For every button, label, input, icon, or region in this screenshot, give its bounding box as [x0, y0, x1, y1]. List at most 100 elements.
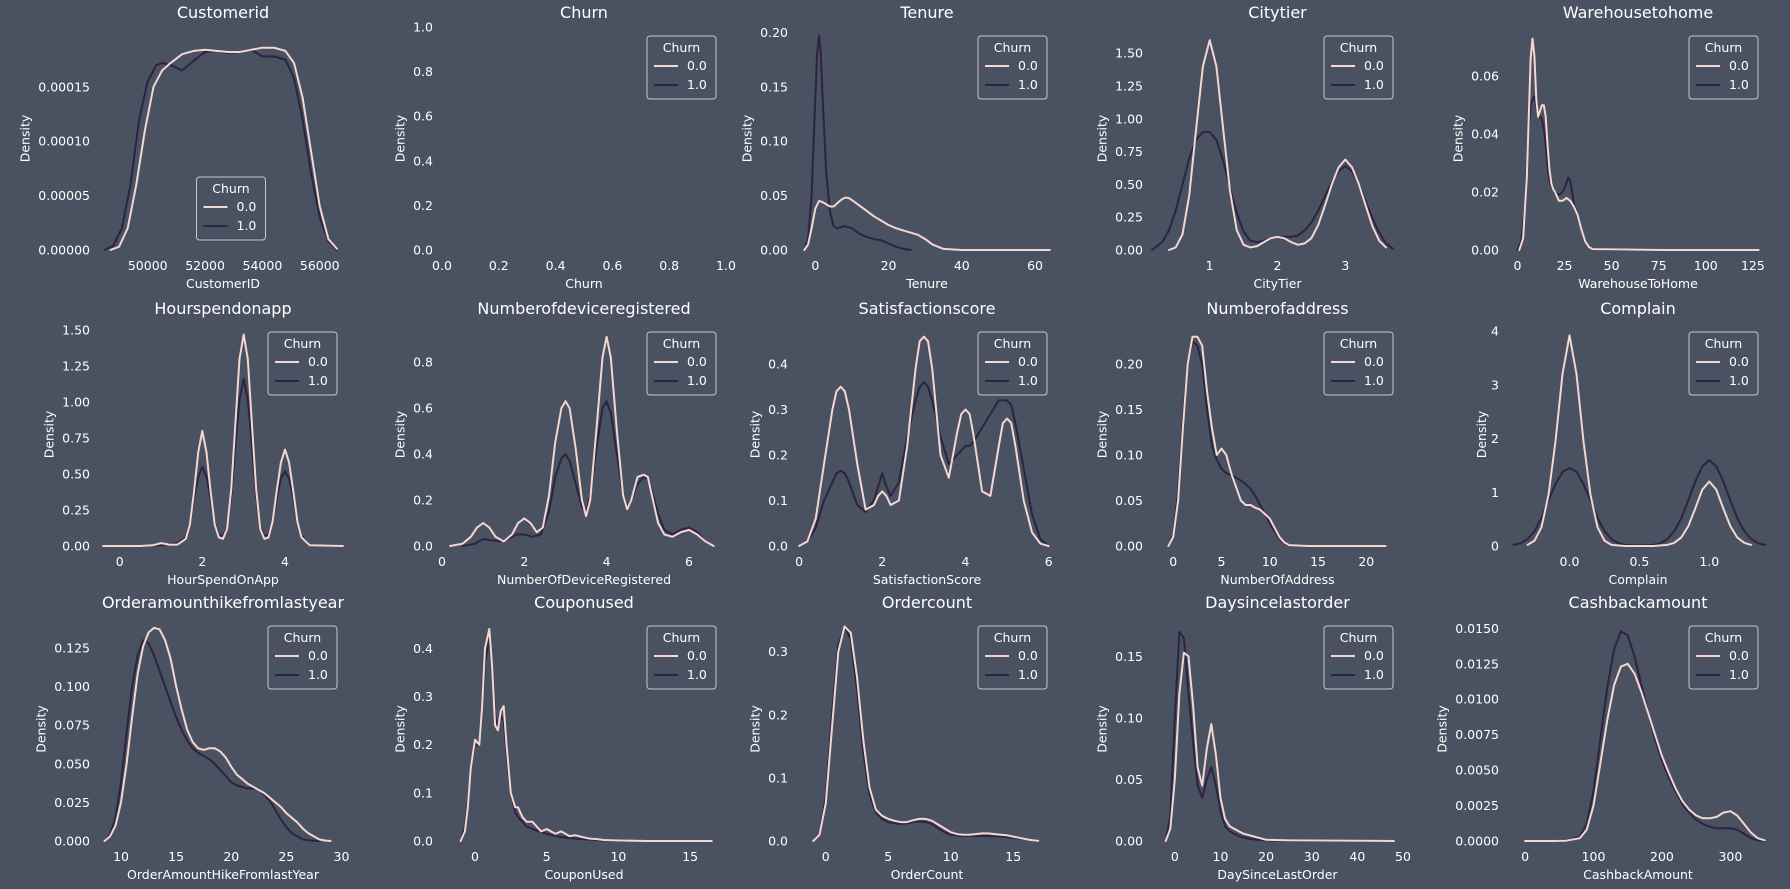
series-line-1-0: [1151, 130, 1394, 251]
y-tick-label: 1.25: [1115, 79, 1143, 94]
legend-entry: 1.0: [1364, 667, 1384, 682]
series-line-1-0: [459, 637, 627, 842]
y-tick-label: 0.8: [413, 64, 433, 79]
legend: Churn 0.0 1.0: [646, 331, 717, 396]
subplot-title: Daysincelastorder: [1205, 593, 1350, 612]
subplot-title: Tenure: [899, 3, 953, 22]
subplot-citytier: Citytier 1 2 3 0.00 0.25 0.50 0.75 1.00 1.25 1.50 C…: [1094, 3, 1394, 291]
x-tick-label: 5: [543, 849, 551, 864]
legend-frame: [1323, 331, 1394, 396]
y-axis-label: Density: [18, 114, 33, 162]
legend-entry: 1.0: [237, 218, 257, 233]
x-tick-label: 100: [1582, 849, 1606, 864]
x-axis-label: CustomerID: [186, 276, 260, 291]
legend-title: Churn: [663, 336, 700, 351]
y-tick-label: 2: [1491, 431, 1499, 446]
subplot-title: Hourspendonapp: [154, 299, 291, 318]
x-tick-label: 6: [685, 554, 693, 569]
series-line-0-0: [798, 335, 1050, 547]
series-line-0-0: [1168, 39, 1387, 251]
legend-entry: 0.0: [1729, 354, 1749, 369]
y-tick-label: 0.4: [413, 447, 433, 462]
legend-frame: [977, 35, 1048, 100]
x-tick-label: 20: [881, 258, 897, 273]
legend-title: Churn: [284, 336, 321, 351]
x-tick-label: 10: [1262, 554, 1278, 569]
legend-frame: [977, 331, 1048, 396]
x-tick-label: 10: [610, 849, 626, 864]
y-tick-label: 0.00010: [38, 134, 90, 149]
series-line-1-0: [103, 639, 321, 842]
x-tick-label: 20: [223, 849, 239, 864]
x-tick-label: 0.0: [1560, 554, 1580, 569]
legend-entry: 0.0: [1364, 354, 1384, 369]
x-tick-label: 30: [1304, 849, 1320, 864]
x-tick-label: 5: [1218, 554, 1226, 569]
series-line-1-0: [102, 378, 344, 547]
y-tick-label: 0.2: [413, 198, 433, 213]
legend: Churn 0.0 1.0: [1688, 625, 1759, 690]
series-line-0-0: [102, 333, 344, 547]
subplot-orderamounthikefromlastyear: Orderamounthikefromlastyear 10 15 20 25 30 0.0…: [34, 593, 350, 882]
series-line-0-0: [459, 628, 713, 842]
x-axis-label: CityTier: [1253, 276, 1302, 291]
y-tick-label: 0.1: [413, 785, 433, 800]
y-tick-label: 4: [1491, 324, 1499, 339]
x-axis-label: SatisfactionScore: [873, 572, 982, 587]
subplot-ordercount: Ordercount 0 5 10 15 0.0 0.1 0.2 0.3 OrderCount De…: [747, 593, 1048, 882]
x-tick-label: 15: [168, 849, 184, 864]
y-tick-label: 1.25: [62, 359, 90, 374]
y-tick-label: 0.2: [413, 493, 433, 508]
x-tick-label: 5: [884, 849, 892, 864]
y-tick-label: 0.05: [1115, 493, 1143, 508]
y-tick-label: 0.15: [1115, 402, 1143, 417]
legend-frame: [1323, 35, 1394, 100]
legend-title: Churn: [1705, 336, 1742, 351]
subplot-numberofaddress: Numberofaddress 0 5 10 15 20 0.00 0.05 0.10 0.15 0…: [1094, 299, 1394, 587]
x-tick-label: 0: [822, 849, 830, 864]
x-axis-label: CashbackAmount: [1583, 867, 1693, 882]
legend-title: Churn: [1340, 40, 1377, 55]
y-tick-label: 0.0125: [1455, 656, 1499, 671]
legend: Churn 0.0 1.0: [977, 331, 1048, 396]
y-axis-label: Density: [1094, 114, 1109, 162]
legend: Churn 0.0 1.0: [977, 35, 1048, 100]
y-tick-label: 0.10: [1115, 447, 1143, 462]
legend-frame: [977, 625, 1048, 690]
y-tick-label: 0.4: [768, 356, 788, 371]
x-tick-label: 0: [1169, 554, 1177, 569]
legend-entry: 1.0: [687, 77, 707, 92]
series-line-0-0: [109, 46, 338, 251]
y-tick-label: 0.15: [760, 79, 788, 94]
y-tick-label: 0.4: [413, 641, 433, 656]
y-tick-label: 0.06: [1471, 69, 1499, 84]
x-tick-label: 30: [334, 849, 350, 864]
x-tick-label: 25: [278, 849, 294, 864]
y-tick-label: 0.1: [768, 493, 788, 508]
x-tick-label: 0: [811, 258, 819, 273]
x-axis-label: Complain: [1608, 572, 1667, 587]
x-tick-label: 0: [1513, 258, 1521, 273]
legend-entry: 0.0: [687, 354, 707, 369]
x-tick-label: 4: [281, 554, 289, 569]
legend-entry: 0.0: [1729, 58, 1749, 73]
x-tick-label: 2: [1274, 258, 1282, 273]
x-axis-label: NumberOfDeviceRegistered: [497, 572, 671, 587]
y-tick-label: 0.0100: [1455, 692, 1499, 707]
y-tick-label: 0.1: [768, 770, 788, 785]
y-tick-label: 0.05: [1115, 772, 1143, 787]
y-tick-label: 0.025: [54, 795, 90, 810]
y-tick-label: 0.00: [1115, 539, 1143, 554]
legend-entry: 0.0: [1729, 648, 1749, 663]
x-tick-label: 0.0: [432, 258, 452, 273]
series-line-0-0: [1164, 651, 1395, 842]
x-tick-label: 0: [1171, 849, 1179, 864]
y-tick-label: 0.20: [1115, 356, 1143, 371]
y-axis-label: Density: [747, 410, 762, 458]
subplot-tenure: Tenure 0 20 40 60 0.00 0.05 0.10 0.15 0.20 Tenure D…: [739, 3, 1051, 291]
legend-entry: 1.0: [308, 667, 328, 682]
x-tick-label: 75: [1651, 258, 1667, 273]
legend-entry: 1.0: [1364, 77, 1384, 92]
legend: Churn 0.0 1.0: [1323, 331, 1394, 396]
